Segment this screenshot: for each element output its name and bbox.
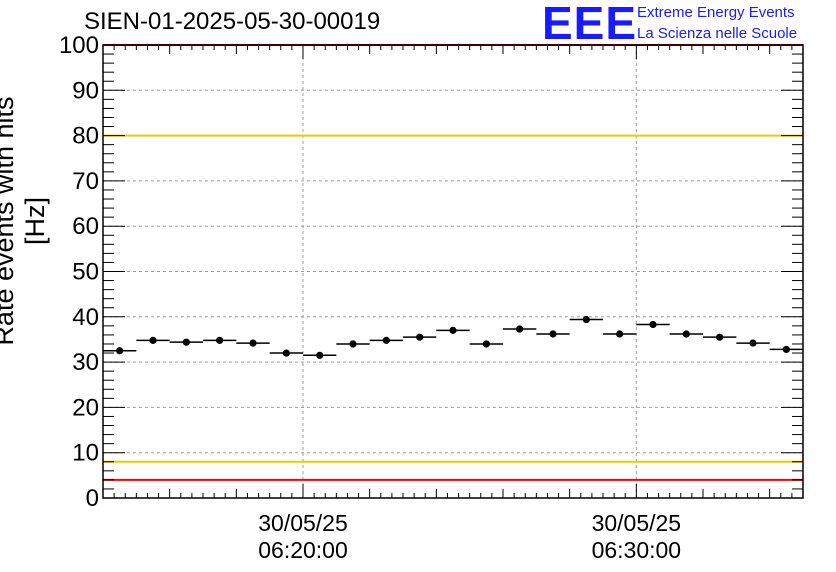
data-point (716, 333, 724, 341)
y-tick-label: 70 (72, 168, 99, 195)
y-tick-label: 60 (72, 213, 99, 240)
y-tick-label: 100 (59, 32, 99, 59)
data-point (649, 320, 657, 329)
y-tick-labels: 0 10 20 30 40 50 60 70 80 90 100 (59, 32, 99, 512)
data-point (782, 345, 790, 354)
y-tick-label: 0 (86, 485, 99, 512)
data-point (616, 330, 624, 338)
data-point (282, 349, 290, 357)
chart-title: SIEN-01-2025-05-30-00019 (84, 8, 381, 35)
data-points (103, 315, 803, 359)
y-tick-label: 90 (72, 77, 99, 104)
data-point (182, 338, 190, 346)
y-axis-label: Rate events with hits [Hz] (0, 96, 50, 346)
axis-ticks (102, 44, 804, 499)
data-point (116, 347, 124, 355)
data-point (516, 325, 524, 333)
data-point (249, 339, 257, 347)
logo-line-1: Extreme Energy Events (637, 4, 795, 21)
reference-lines (103, 44, 803, 481)
y-tick-label: 20 (72, 394, 99, 421)
data-point (149, 336, 157, 344)
data-point (482, 340, 490, 348)
data-point (416, 333, 424, 341)
y-tick-label: 80 (72, 123, 99, 150)
data-point (682, 330, 690, 338)
y-tick-label: 50 (72, 259, 99, 286)
data-point (349, 340, 357, 348)
data-point (449, 326, 457, 334)
x-tick-date-label: 30/05/25 (258, 510, 348, 536)
data-point (216, 336, 224, 344)
logo-line-2: La Scienza nelle Scuole (637, 25, 798, 42)
data-point (316, 351, 324, 359)
x-tick-time-label: 06:20:00 (258, 537, 348, 563)
data-point (549, 330, 557, 338)
grid (103, 45, 803, 498)
data-point (582, 315, 590, 324)
y-tick-label: 40 (72, 304, 99, 331)
logo-acronym: EEE (542, 0, 638, 49)
data-point (749, 339, 757, 347)
x-tick-time-label: 06:30:00 (592, 537, 682, 563)
x-tick-date-label: 30/05/25 (592, 510, 682, 536)
y-tick-label: 10 (72, 440, 99, 467)
y-tick-label: 30 (72, 349, 99, 376)
data-point (382, 336, 390, 344)
